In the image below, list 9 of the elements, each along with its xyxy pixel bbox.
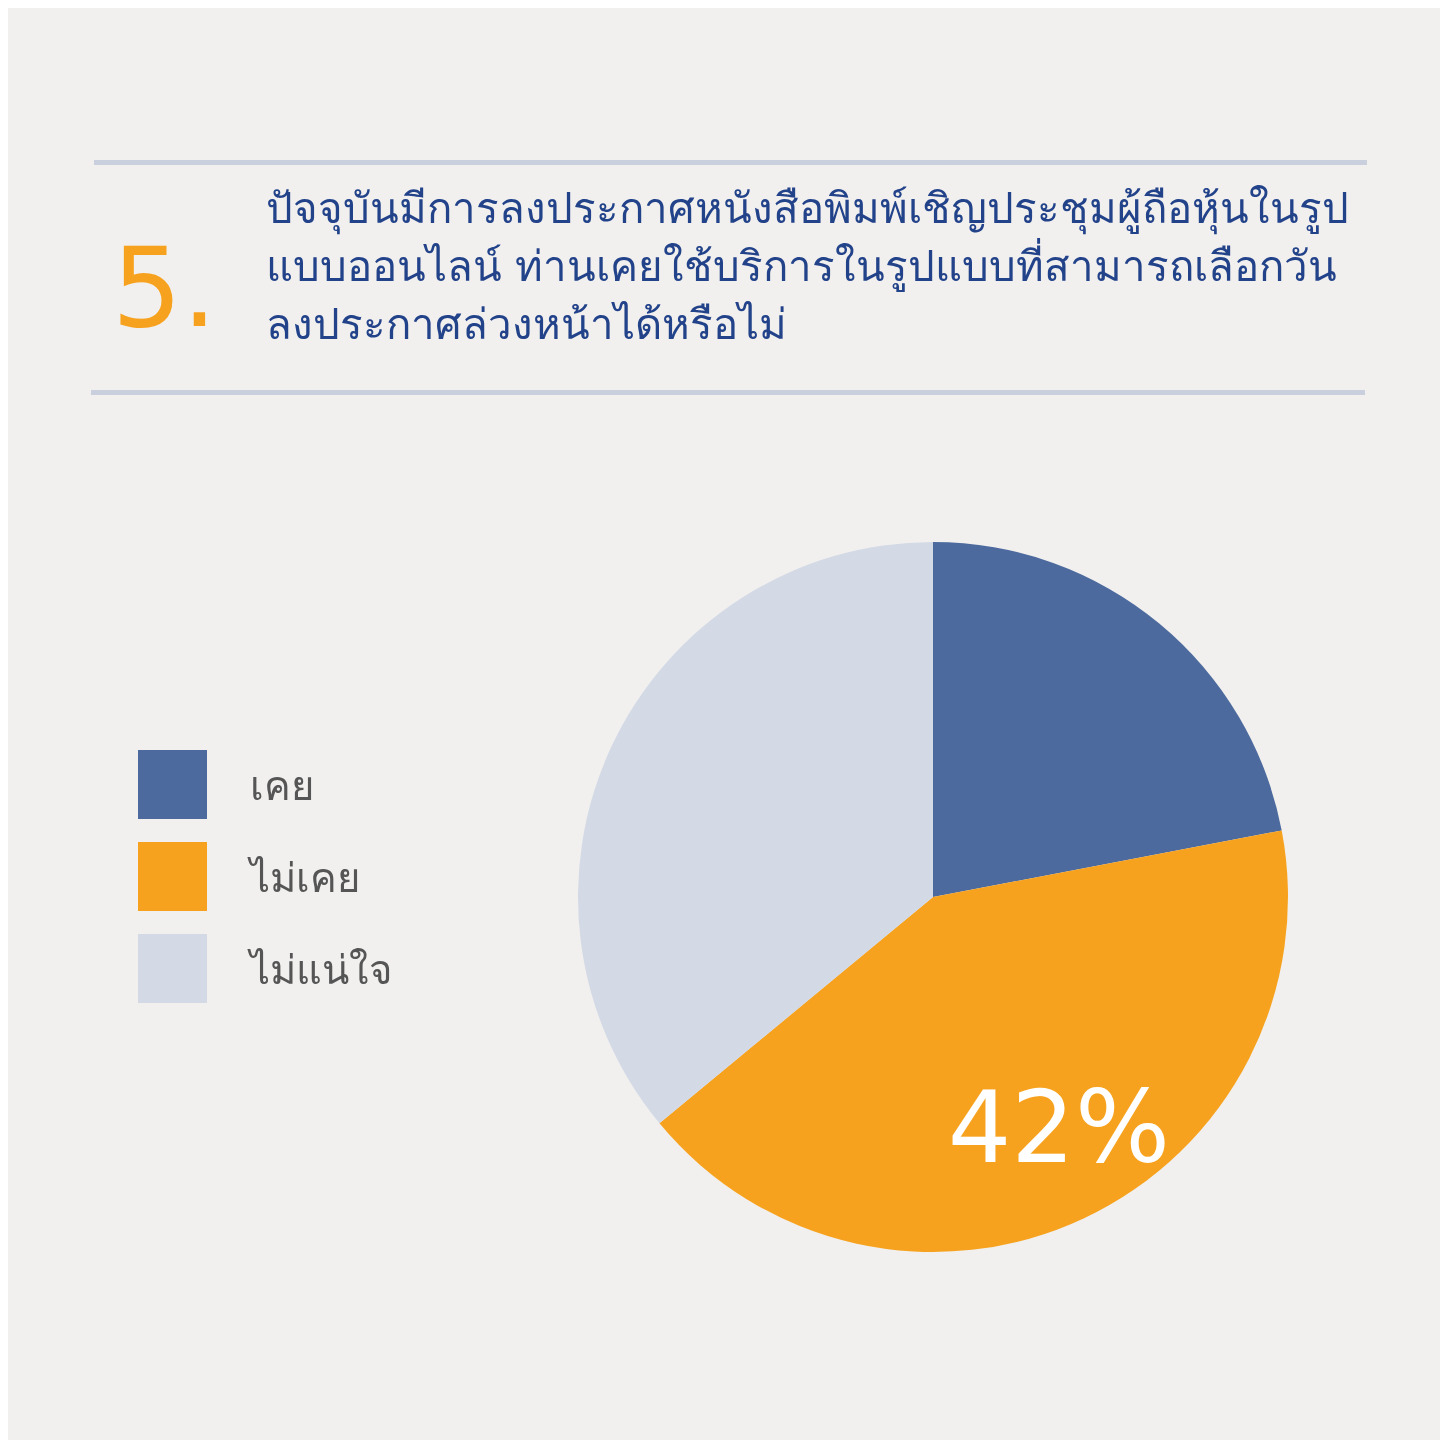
pie-slice — [933, 542, 1282, 897]
legend-label: เคย — [250, 763, 314, 809]
data-label: 42% — [947, 1068, 1170, 1186]
legend-label: ไม่แน่ใจ — [247, 947, 392, 993]
legend-label: ไม่เคย — [247, 855, 360, 901]
pie-slice — [578, 542, 933, 1124]
pie-slice — [659, 830, 1288, 1252]
text: 5. — [112, 224, 217, 352]
chart-title: ปัจจุบันมีการลงประกาศหนังสือพิมพ์เชิญประชุมผู้ถือหุ้นในรูปแบบออนไลน์ ท่านเคยใช้บริการในรูปแบบที่สามารถเลือกวันลงประกาศล่วงหน้าได้หรือไม่ — [266, 183, 1350, 351]
